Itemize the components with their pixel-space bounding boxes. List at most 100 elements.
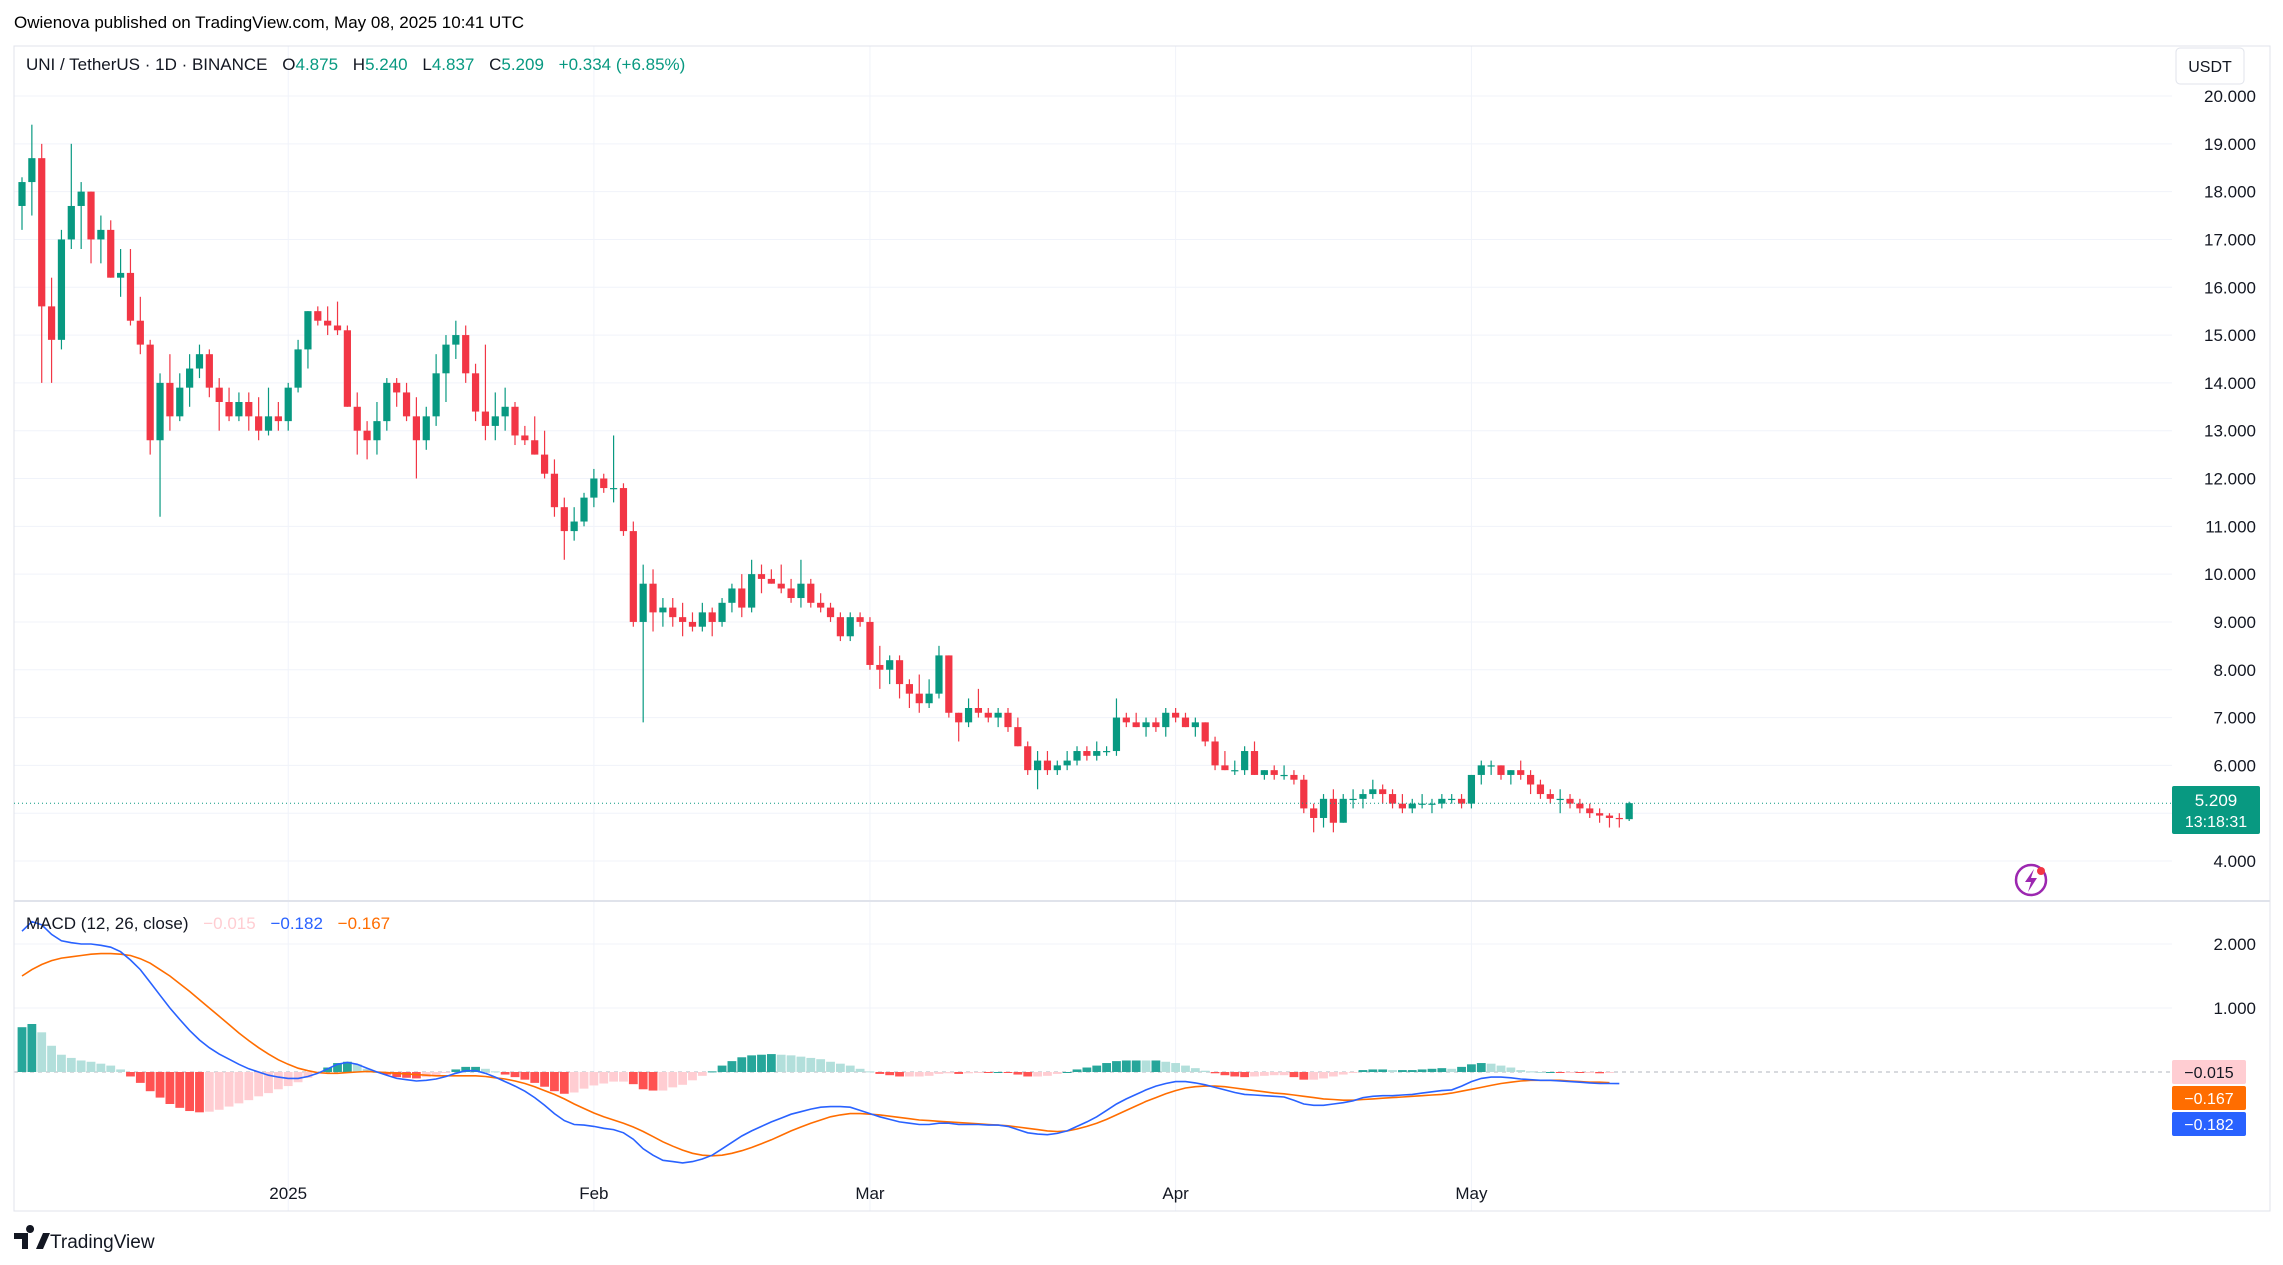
candle-body (333, 325, 342, 331)
candle-body (1477, 765, 1485, 775)
candle-body (1231, 770, 1239, 772)
candle-body (1014, 727, 1022, 747)
price-axis: 4.0005.0006.0007.0008.0009.00010.00011.0… (269, 87, 2256, 1203)
macd-legend-title: MACD (12, 26, close) (26, 914, 189, 933)
candle (570, 507, 578, 541)
candle-body (57, 239, 66, 340)
candle-body (1329, 798, 1337, 823)
candle-body (738, 588, 746, 608)
macd-hist-bar (786, 1055, 796, 1072)
macd-hist-bar (737, 1057, 747, 1072)
candle (1083, 746, 1091, 761)
candle-body (1033, 760, 1042, 771)
price-tick-label: 9.000 (2213, 613, 2256, 632)
candle-body (1369, 789, 1377, 795)
macd-hist-bar (1200, 1070, 1210, 1072)
candle-body (649, 583, 657, 613)
macd-pane (17, 920, 1620, 1164)
candle-body (1556, 798, 1564, 801)
candle (462, 325, 470, 383)
candle (1438, 794, 1446, 809)
candle (521, 425, 529, 446)
candle (1112, 698, 1121, 756)
candle (38, 143, 46, 383)
candle (215, 378, 223, 431)
candle-body (1103, 751, 1111, 753)
candle-body (659, 607, 667, 613)
candle (935, 645, 943, 699)
macd-hist-bar (1417, 1069, 1427, 1072)
candle (432, 354, 440, 426)
candle-body (1349, 798, 1357, 801)
candle (1310, 803, 1318, 833)
candle-body (67, 205, 75, 240)
macd-tick-label: 1.000 (2213, 999, 2256, 1018)
macd-hist-bar (244, 1072, 254, 1101)
macd-hist-bar (658, 1072, 668, 1091)
candle-body (876, 664, 884, 670)
candle (1625, 801, 1633, 821)
candle-body (1112, 717, 1121, 752)
candle (1526, 770, 1535, 795)
candle-body (136, 320, 144, 345)
candle (87, 191, 95, 264)
price-tick-label: 13.000 (2204, 422, 2256, 441)
candle-body (1379, 789, 1387, 795)
candle (836, 612, 844, 642)
candle (1477, 760, 1485, 785)
candle (1448, 794, 1456, 804)
macd-hist-bar (559, 1072, 569, 1094)
candle (649, 569, 657, 632)
candle (1172, 708, 1180, 723)
candle (1162, 708, 1170, 737)
macd-line-badge: −0.182 (2172, 1112, 2246, 1136)
macd-hist-bar (727, 1061, 737, 1072)
candle (1418, 794, 1426, 809)
macd-hist-bar (776, 1054, 786, 1072)
candle (945, 655, 953, 718)
candle (1546, 789, 1554, 804)
macd-hist-bar (37, 1032, 47, 1072)
candle (807, 578, 815, 608)
candle-body (402, 392, 411, 417)
candle-body (787, 588, 795, 599)
candle-body (925, 693, 933, 704)
macd-hist-bar (1319, 1072, 1328, 1079)
candle-body (235, 402, 243, 417)
macd-hist-badge-text: −0.015 (2184, 1065, 2233, 1082)
candle (1536, 779, 1545, 799)
candle-body (77, 191, 85, 206)
candle (1300, 774, 1308, 814)
candle-body (521, 435, 529, 441)
macd-hist-bar (1250, 1072, 1259, 1077)
candle (402, 382, 411, 422)
candle (1191, 717, 1199, 737)
last-price-value: 5.209 (2195, 791, 2238, 810)
candle-body (1063, 760, 1071, 766)
candle-body (580, 497, 588, 522)
brand-text: TradingView (50, 1232, 155, 1253)
candle (422, 406, 430, 450)
time-tick-label: Mar (855, 1184, 885, 1203)
candle (1408, 798, 1416, 814)
candle (846, 612, 854, 642)
candle-body (1201, 722, 1209, 742)
macd-hist-bar (431, 1072, 441, 1076)
tradingview-logo[interactable]: TradingView (14, 1225, 155, 1253)
candle-body (1408, 803, 1416, 809)
candle-body (1260, 770, 1268, 775)
candle-body (905, 684, 913, 694)
candle (176, 373, 184, 422)
macd-hist-bar (1171, 1063, 1181, 1072)
candle (1388, 789, 1397, 809)
macd-hist-bar (1378, 1069, 1388, 1072)
candle (1181, 712, 1190, 728)
candle (205, 349, 213, 398)
candle-body (481, 411, 490, 426)
candle-body (452, 335, 460, 345)
currency-button[interactable]: USDT (2175, 47, 2245, 85)
candle (1280, 765, 1288, 780)
lightning-icon[interactable] (2014, 863, 2048, 897)
candle (659, 598, 667, 627)
